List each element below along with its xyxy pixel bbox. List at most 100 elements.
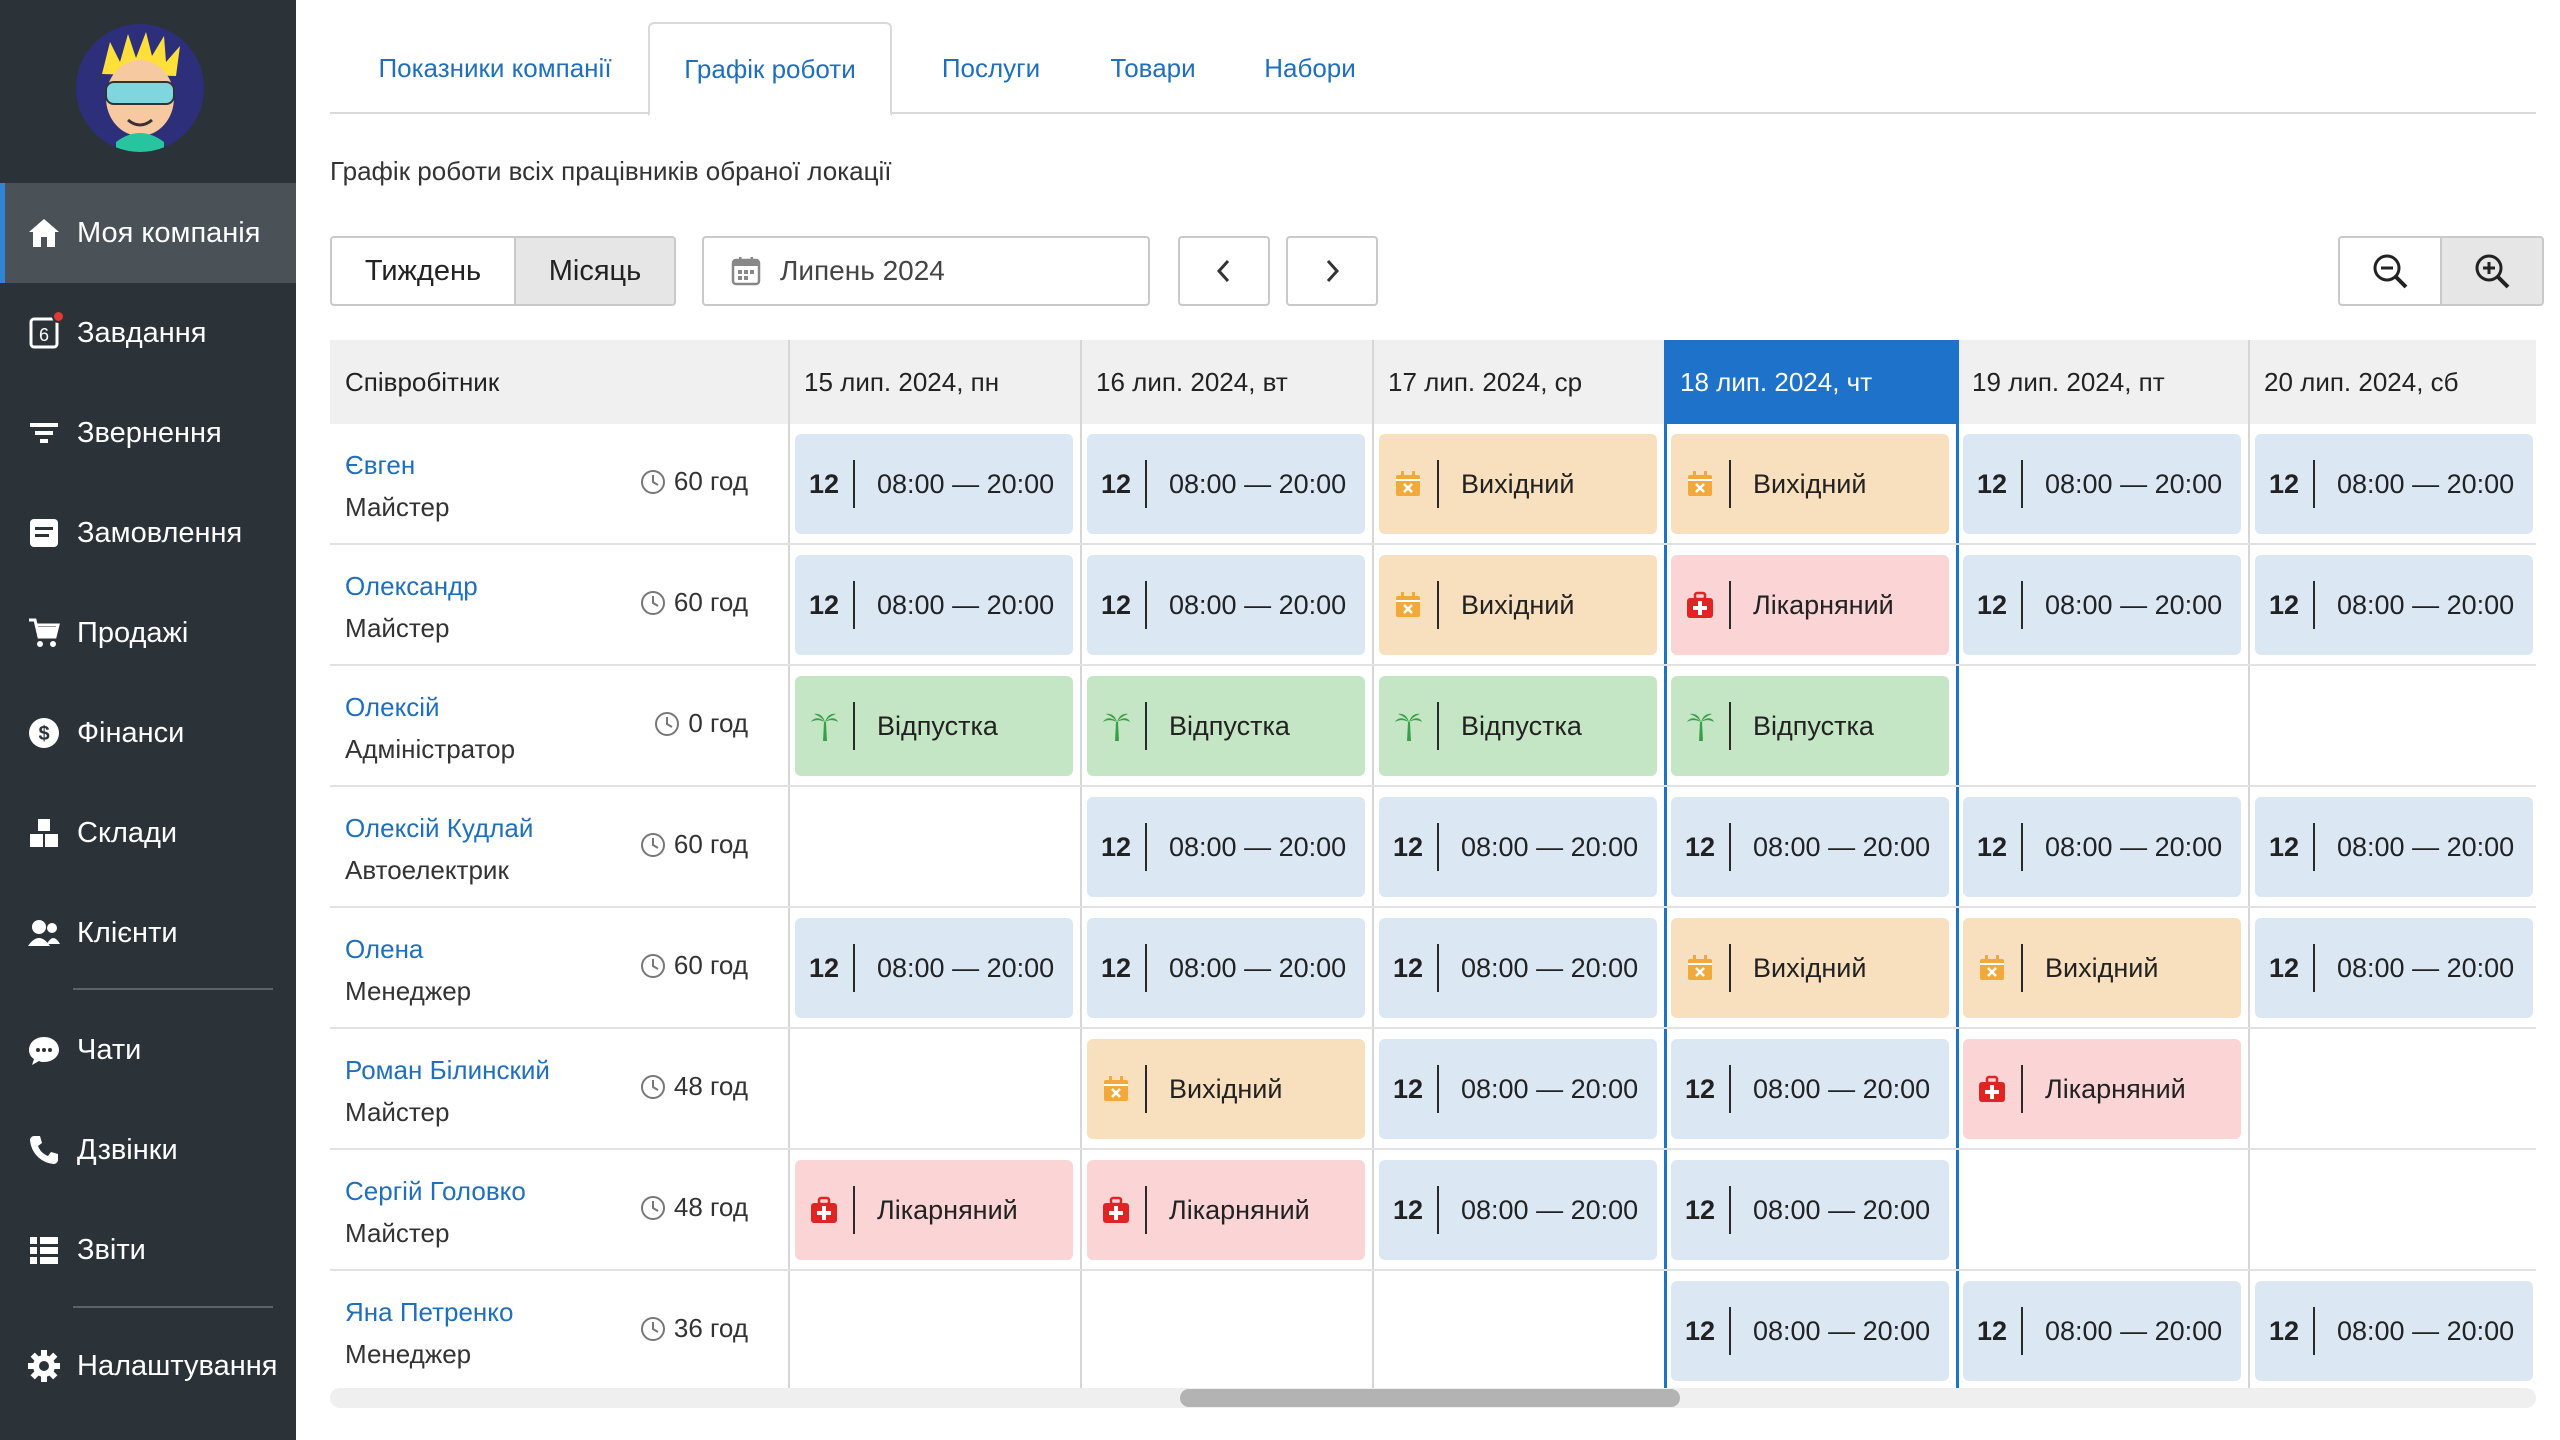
shift-cell-vacation[interactable]: Відпустка xyxy=(1379,676,1657,776)
shift-cell-work[interactable]: 12 08:00 — 20:00 xyxy=(1087,555,1365,655)
shift-label: 08:00 — 20:00 xyxy=(1461,1194,1639,1225)
shift-cell-sick-leave[interactable]: Лікарняний xyxy=(1671,555,1949,655)
row-divider xyxy=(330,1269,2536,1271)
employee-name-link[interactable]: Олексій Кудлай xyxy=(345,813,534,843)
shift-cell-work[interactable]: 12 08:00 — 20:00 xyxy=(2255,1281,2533,1381)
month-picker[interactable]: Липень 2024 xyxy=(702,236,1150,306)
employee-name-link[interactable]: Яна Петренко xyxy=(345,1297,514,1327)
employee-name-link[interactable]: Олена xyxy=(345,934,424,964)
shift-cell-work[interactable]: 12 08:00 — 20:00 xyxy=(795,555,1073,655)
shift-label: Вихідний xyxy=(1753,468,1867,499)
shift-cell-vacation[interactable]: Відпустка xyxy=(1671,676,1949,776)
orders-icon xyxy=(26,515,62,551)
shift-label: 08:00 — 20:00 xyxy=(2337,468,2515,499)
shift-label: Вихідний xyxy=(1461,468,1575,499)
sidebar-item-settings[interactable]: Налаштування xyxy=(0,1316,296,1416)
shift-cell-work[interactable]: 12 08:00 — 20:00 xyxy=(1671,797,1949,897)
cell-separator xyxy=(1145,702,1147,750)
shift-cell-work[interactable]: 12 08:00 — 20:00 xyxy=(2255,434,2533,534)
sidebar-item-finance[interactable]: $ Фінанси xyxy=(0,683,296,783)
sidebar-item-chats[interactable]: Чати xyxy=(0,1000,296,1100)
cell-separator xyxy=(853,944,855,992)
shift-cell-work[interactable]: 12 08:00 — 20:00 xyxy=(1963,434,2241,534)
sidebar-item-clients[interactable]: Клієнти xyxy=(0,883,296,983)
tab-products[interactable]: Товари xyxy=(1110,52,1196,83)
shift-cell-day-off[interactable]: Вихідний xyxy=(1963,918,2241,1018)
shift-cell-work[interactable]: 12 08:00 — 20:00 xyxy=(1671,1160,1949,1260)
tab-work-schedule[interactable]: Графік роботи xyxy=(648,22,892,116)
sidebar-item-sales[interactable]: Продажі xyxy=(0,583,296,683)
shift-cell-vacation[interactable]: Відпустка xyxy=(1087,676,1365,776)
shift-label: 08:00 — 20:00 xyxy=(1169,831,1347,862)
shift-cell-work[interactable]: 12 08:00 — 20:00 xyxy=(1671,1039,1949,1139)
shift-cell-work[interactable]: 12 08:00 — 20:00 xyxy=(1087,918,1365,1018)
calendar-icon xyxy=(730,255,762,287)
sidebar-item-warehouses[interactable]: Склади xyxy=(0,783,296,883)
shift-cell-work[interactable]: 12 08:00 — 20:00 xyxy=(1963,1281,2241,1381)
employee-hours: 60 год xyxy=(640,587,748,618)
previous-button[interactable] xyxy=(1178,236,1270,306)
shift-cell-sick-leave[interactable]: Лікарняний xyxy=(1963,1039,2241,1139)
employee-name-link[interactable]: Олексій xyxy=(345,692,440,722)
shift-cell-day-off[interactable]: Вихідний xyxy=(1379,434,1657,534)
shift-cell-day-off[interactable]: Вихідний xyxy=(1379,555,1657,655)
cell-separator xyxy=(1145,581,1147,629)
shift-hours: 12 xyxy=(1976,831,2008,862)
shift-label: 08:00 — 20:00 xyxy=(2045,589,2223,620)
shift-cell-sick-leave[interactable]: Лікарняний xyxy=(1087,1160,1365,1260)
shift-cell-work[interactable]: 12 08:00 — 20:00 xyxy=(1379,1039,1657,1139)
shift-cell-day-off[interactable]: Вихідний xyxy=(1671,918,1949,1018)
employee-name-link[interactable]: Олександр xyxy=(345,571,478,601)
shift-cell-work[interactable]: 12 08:00 — 20:00 xyxy=(1963,555,2241,655)
zoom-in-button[interactable] xyxy=(2440,236,2544,306)
shift-cell-sick-leave[interactable]: Лікарняний xyxy=(795,1160,1073,1260)
shift-label: Вихідний xyxy=(2045,952,2159,983)
shift-cell-work[interactable]: 12 08:00 — 20:00 xyxy=(795,434,1073,534)
shift-cell-day-off[interactable]: Вихідний xyxy=(1087,1039,1365,1139)
clock-icon xyxy=(640,1316,666,1342)
shift-cell-work[interactable]: 12 08:00 — 20:00 xyxy=(1671,1281,1949,1381)
shift-cell-work[interactable]: 12 08:00 — 20:00 xyxy=(2255,555,2533,655)
employee-name-link[interactable]: Сергій Головко xyxy=(345,1176,526,1206)
shift-hours: 12 xyxy=(1684,831,1716,862)
sidebar-item-my-company[interactable]: Моя компанія xyxy=(0,183,296,283)
employee-role: Майстер xyxy=(345,1097,450,1127)
tab-company-metrics[interactable]: Показники компанії xyxy=(378,52,612,83)
shift-cell-work[interactable]: 12 08:00 — 20:00 xyxy=(2255,797,2533,897)
shift-cell-work[interactable]: 12 08:00 — 20:00 xyxy=(1379,918,1657,1018)
avatar[interactable] xyxy=(76,24,204,152)
shift-cell-work[interactable]: 12 08:00 — 20:00 xyxy=(795,918,1073,1018)
shift-cell-work[interactable]: 12 08:00 — 20:00 xyxy=(2255,918,2533,1018)
tab-services[interactable]: Послуги xyxy=(941,52,1041,83)
shift-cell-work[interactable]: 12 08:00 — 20:00 xyxy=(1379,1160,1657,1260)
month-view-button[interactable]: Місяць xyxy=(514,236,676,306)
zoom-out-button[interactable] xyxy=(2338,236,2442,306)
sidebar-item-reports[interactable]: Звіти xyxy=(0,1200,296,1300)
employee-name-link[interactable]: Євген xyxy=(345,450,416,480)
sidebar-item-tasks[interactable]: 6 Завдання xyxy=(0,283,296,383)
page-subtitle: Графік роботи всіх працівників обраної л… xyxy=(330,156,892,186)
row-divider xyxy=(330,664,2536,666)
shift-cell-work[interactable]: 12 08:00 — 20:00 xyxy=(1087,797,1365,897)
next-button[interactable] xyxy=(1286,236,1378,306)
cell-separator xyxy=(1729,581,1731,629)
sidebar-item-calls[interactable]: Дзвінки xyxy=(0,1100,296,1200)
sidebar-item-requests[interactable]: Звернення xyxy=(0,383,296,483)
shift-cell-work[interactable]: 12 08:00 — 20:00 xyxy=(1087,434,1365,534)
shift-cell-day-off[interactable]: Вихідний xyxy=(1671,434,1949,534)
shift-label: 08:00 — 20:00 xyxy=(877,468,1055,499)
week-view-button[interactable]: Тиждень xyxy=(330,236,516,306)
sidebar-item-label: Налаштування xyxy=(77,1349,278,1382)
shift-label: 08:00 — 20:00 xyxy=(2045,468,2223,499)
employee-name-link[interactable]: Роман Білинский xyxy=(345,1055,550,1085)
zoom-in-icon xyxy=(2472,251,2512,291)
shift-cell-work[interactable]: 12 08:00 — 20:00 xyxy=(1379,797,1657,897)
shift-cell-work[interactable]: 12 08:00 — 20:00 xyxy=(1963,797,2241,897)
filter-icon xyxy=(26,415,62,451)
scrollbar-thumb[interactable] xyxy=(1180,1389,1680,1407)
sidebar-item-orders[interactable]: Замовлення xyxy=(0,483,296,583)
sidebar-item-label: Моя компанія xyxy=(77,216,261,249)
shift-cell-vacation[interactable]: Відпустка xyxy=(795,676,1073,776)
tab-sets[interactable]: Набори xyxy=(1264,52,1356,83)
